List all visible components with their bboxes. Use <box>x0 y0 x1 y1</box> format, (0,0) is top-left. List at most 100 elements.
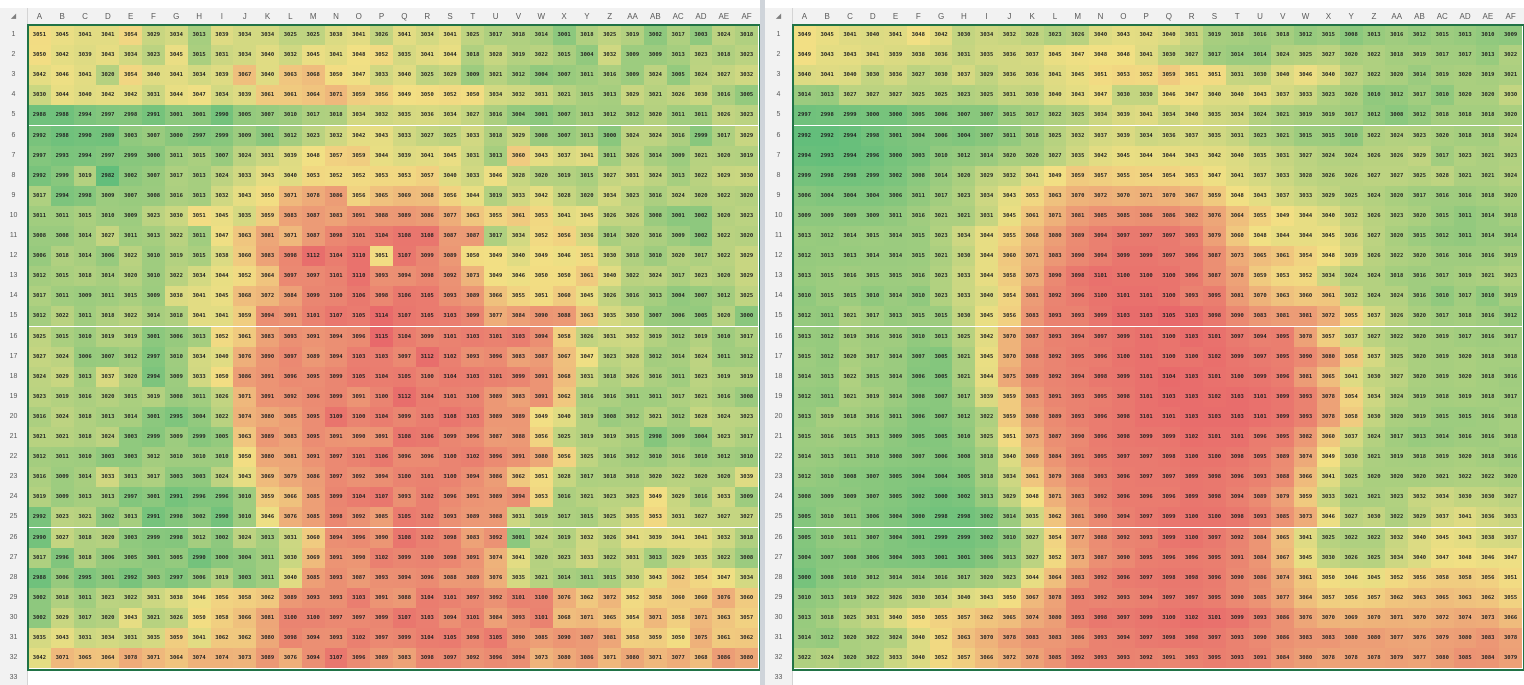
heatmap-cell[interactable]: 3018 <box>1453 125 1477 146</box>
row-header[interactable]: 29 <box>9 593 18 601</box>
heatmap-cell[interactable]: 2994 <box>50 185 74 206</box>
heatmap-cell[interactable]: 3087 <box>461 226 485 247</box>
heatmap-cell[interactable]: 2988 <box>50 125 74 146</box>
heatmap-cell[interactable]: 3045 <box>1430 527 1454 548</box>
heatmap-cell[interactable]: 3014 <box>598 226 622 247</box>
heatmap-cell[interactable]: 3004 <box>793 547 816 568</box>
heatmap-cell[interactable]: 3022 <box>119 587 143 608</box>
heatmap-cell[interactable]: 3020 <box>1408 346 1431 367</box>
heatmap-cell[interactable]: 3099 <box>1134 607 1158 628</box>
heatmap-cell[interactable]: 3031 <box>142 85 165 106</box>
heatmap-cell[interactable]: 3015 <box>1408 226 1431 247</box>
heatmap-cell[interactable]: 3079 <box>1203 226 1226 247</box>
heatmap-cell[interactable]: 3078 <box>998 628 1021 649</box>
heatmap-cell[interactable]: 3031 <box>998 85 1021 106</box>
heatmap-cell[interactable]: 3017 <box>142 467 165 488</box>
row-header[interactable]: 26 <box>774 533 783 541</box>
heatmap-cell[interactable]: 3099 <box>507 366 530 387</box>
heatmap-cell[interactable]: 3103 <box>1225 406 1249 427</box>
heatmap-cell[interactable]: 3088 <box>438 567 462 588</box>
heatmap-cell[interactable]: 3019 <box>689 326 713 347</box>
heatmap-cell[interactable]: 3076 <box>278 648 302 669</box>
heatmap-cell[interactable]: 3039 <box>1111 105 1135 126</box>
heatmap-cell[interactable]: 3106 <box>393 286 416 307</box>
heatmap-cell[interactable]: 3022 <box>1339 527 1363 548</box>
heatmap-cell[interactable]: 3101 <box>461 607 485 628</box>
heatmap-cell[interactable]: 3026 <box>1362 145 1386 166</box>
heatmap-cell[interactable]: 2993 <box>50 145 74 166</box>
heatmap-cell[interactable]: 3093 <box>324 567 348 588</box>
heatmap-cell[interactable]: 3023 <box>621 185 644 206</box>
heatmap-cell[interactable]: 3033 <box>461 125 485 146</box>
heatmap-cell[interactable]: 3081 <box>256 607 279 628</box>
heatmap-cell[interactable]: 3103 <box>370 346 393 367</box>
heatmap-cell[interactable]: 3037 <box>1180 125 1204 146</box>
heatmap-cell[interactable]: 3004 <box>507 105 530 126</box>
column-header-n[interactable]: N <box>1097 12 1104 21</box>
heatmap-cell[interactable]: 3089 <box>484 386 508 407</box>
heatmap-cell[interactable]: 3062 <box>507 467 530 488</box>
heatmap-cell[interactable]: 3100 <box>415 547 439 568</box>
heatmap-cell[interactable]: 3026 <box>1362 205 1386 226</box>
heatmap-cell[interactable]: 3086 <box>324 185 348 206</box>
heatmap-cell[interactable]: 3078 <box>1020 648 1044 669</box>
heatmap-cell[interactable]: 3005 <box>929 366 953 387</box>
heatmap-cell[interactable]: 3026 <box>621 205 644 226</box>
heatmap-cell[interactable]: 3063 <box>952 628 976 649</box>
heatmap-cell[interactable]: 3005 <box>929 346 953 367</box>
heatmap-cell[interactable]: 3022 <box>1385 507 1409 528</box>
heatmap-cell[interactable]: 3099 <box>1157 427 1181 448</box>
heatmap-cell[interactable]: 3089 <box>1271 447 1295 468</box>
heatmap-cell[interactable]: 3045 <box>1316 226 1340 247</box>
column-header-ac[interactable]: AC <box>672 12 684 21</box>
heatmap-cell[interactable]: 3046 <box>552 246 576 267</box>
heatmap-cell[interactable]: 3009 <box>50 467 74 488</box>
heatmap-cell[interactable]: 3048 <box>347 45 371 66</box>
heatmap-cell[interactable]: 3096 <box>1271 366 1295 387</box>
heatmap-cell[interactable]: 3101 <box>1089 266 1112 287</box>
heatmap-cell[interactable]: 3026 <box>598 205 622 226</box>
heatmap-cell[interactable]: 3006 <box>884 185 907 206</box>
heatmap-cell[interactable]: 3091 <box>256 366 279 387</box>
heatmap-cell[interactable]: 3005 <box>906 427 930 448</box>
heatmap-cell[interactable]: 3021 <box>73 507 97 528</box>
heatmap-cell[interactable]: 3076 <box>1294 607 1317 628</box>
heatmap-cell[interactable]: 3014 <box>929 165 953 186</box>
heatmap-cell[interactable]: 3061 <box>1271 246 1295 267</box>
heatmap-cell[interactable]: 3004 <box>906 467 930 488</box>
heatmap-cell[interactable]: 2998 <box>815 105 839 126</box>
heatmap-cell[interactable]: 3043 <box>256 165 279 186</box>
heatmap-cell[interactable]: 3019 <box>1430 447 1454 468</box>
heatmap-cell[interactable]: 3068 <box>415 185 439 206</box>
heatmap-cell[interactable]: 3078 <box>1316 648 1340 669</box>
heatmap-cell[interactable]: 3093 <box>1248 507 1272 528</box>
row-header[interactable]: 1 <box>776 31 781 38</box>
heatmap-cell[interactable]: 3023 <box>1248 125 1272 146</box>
heatmap-cell[interactable]: 3099 <box>1134 246 1158 267</box>
heatmap-cell[interactable]: 3051 <box>529 286 553 307</box>
heatmap-cell[interactable]: 3044 <box>1294 226 1317 247</box>
heatmap-cell[interactable]: 3000 <box>929 487 953 508</box>
row-header[interactable]: 6 <box>11 131 16 139</box>
heatmap-cell[interactable]: 3015 <box>906 306 930 327</box>
heatmap-cell[interactable]: 3030 <box>952 306 976 327</box>
heatmap-cell[interactable]: 3099 <box>1180 467 1204 488</box>
heatmap-cell[interactable]: 3096 <box>1180 246 1204 267</box>
heatmap-cell[interactable]: 3013 <box>119 507 143 528</box>
heatmap-cell[interactable]: 3012 <box>1499 306 1522 327</box>
heatmap-cell[interactable]: 3052 <box>529 226 553 247</box>
heatmap-cell[interactable]: 3017 <box>1430 306 1454 327</box>
heatmap-cell[interactable]: 3019 <box>96 326 120 347</box>
heatmap-cell[interactable]: 3018 <box>1453 306 1477 327</box>
heatmap-cell[interactable]: 3025 <box>1066 105 1090 126</box>
heatmap-cell[interactable]: 3077 <box>484 306 508 327</box>
heatmap-cell[interactable]: 3062 <box>1043 507 1067 528</box>
heatmap-cell[interactable]: 3080 <box>1043 607 1067 628</box>
heatmap-cell[interactable]: 3026 <box>575 326 599 347</box>
heatmap-cell[interactable]: 3014 <box>96 266 120 287</box>
heatmap-cell[interactable]: 3102 <box>370 547 393 568</box>
heatmap-cell[interactable]: 3023 <box>1385 205 1409 226</box>
row-header[interactable]: 17 <box>9 352 18 360</box>
heatmap-cell[interactable]: 3095 <box>1271 326 1295 347</box>
heatmap-cell[interactable]: 3026 <box>666 85 690 106</box>
